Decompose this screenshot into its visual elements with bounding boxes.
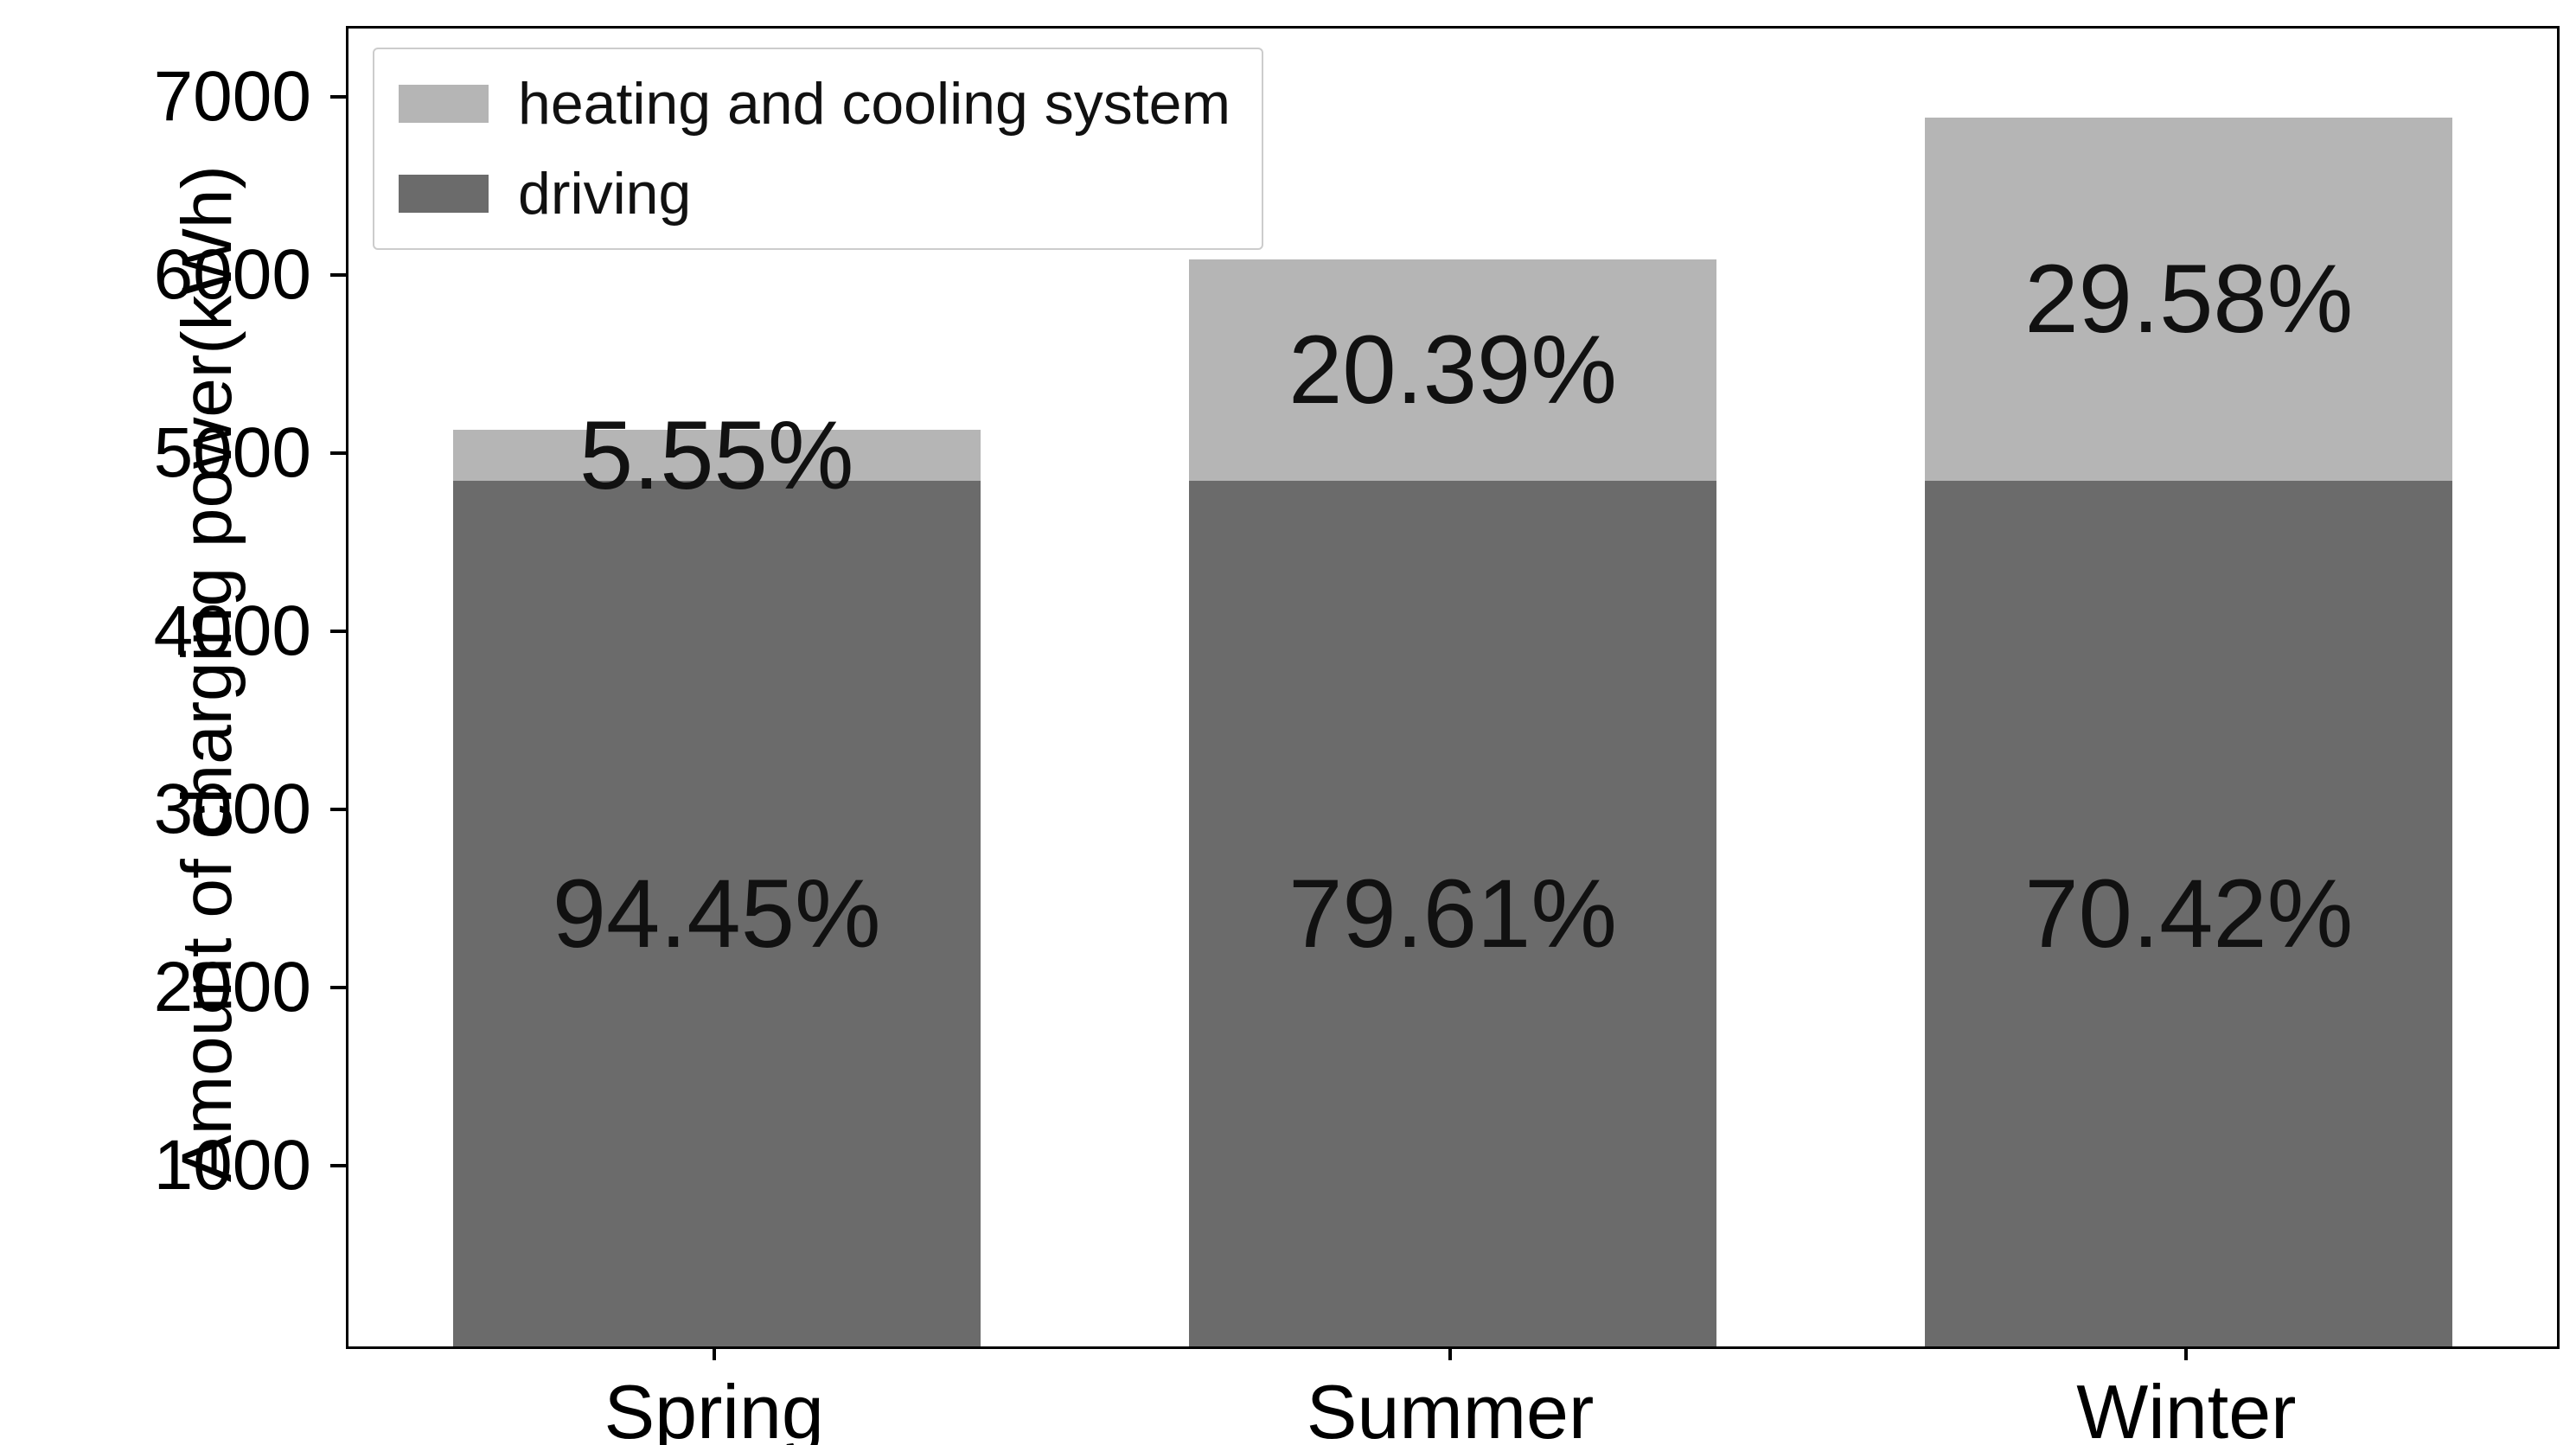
y-tick-mark bbox=[330, 451, 346, 456]
y-tick-mark bbox=[330, 273, 346, 278]
legend-swatch-driving bbox=[399, 175, 489, 213]
y-axis-label: Amount of charging power(kWh) bbox=[168, 165, 246, 1182]
y-tick-mark bbox=[330, 630, 346, 634]
y-tick-label: 2000 bbox=[153, 948, 311, 1027]
x-tick-label-summer: Summer bbox=[1306, 1369, 1595, 1445]
x-tick-label-spring: Spring bbox=[604, 1369, 824, 1445]
y-tick-label: 3000 bbox=[153, 770, 311, 849]
x-tick-mark bbox=[712, 1346, 716, 1360]
legend-label: driving bbox=[518, 161, 692, 227]
legend-item-driving: driving bbox=[399, 160, 1230, 227]
y-tick-label: 7000 bbox=[153, 57, 311, 137]
legend-item-heating-and-cooling-system: heating and cooling system bbox=[399, 70, 1230, 137]
y-tick-label: 6000 bbox=[153, 235, 311, 315]
legend-swatch-heating-and-cooling-system bbox=[399, 85, 489, 123]
y-tick-label: 5000 bbox=[153, 413, 311, 493]
y-tick-mark bbox=[330, 95, 346, 99]
bar-segment-driving-summer bbox=[1189, 481, 1716, 1346]
y-tick-mark bbox=[330, 1164, 346, 1168]
bar-segment-driving-winter bbox=[1925, 481, 2453, 1346]
bar-segment-heating-and-cooling-system-spring bbox=[452, 430, 981, 482]
legend-label: heating and cooling system bbox=[518, 71, 1231, 137]
bar-segment-heating-and-cooling-system-winter bbox=[1925, 117, 2453, 482]
legend: heating and cooling system driving bbox=[373, 48, 1264, 250]
bar-segment-driving-spring bbox=[452, 481, 981, 1346]
y-tick-label: 1000 bbox=[153, 1126, 311, 1205]
y-tick-label: 4000 bbox=[153, 591, 311, 671]
y-tick-mark bbox=[330, 808, 346, 812]
plot-area: heating and cooling system driving 94.45%… bbox=[346, 26, 2560, 1349]
x-tick-mark bbox=[2184, 1346, 2189, 1360]
x-tick-mark bbox=[1448, 1346, 1452, 1360]
bar-segment-heating-and-cooling-system-summer bbox=[1189, 259, 1716, 482]
x-tick-label-winter: Winter bbox=[2076, 1369, 2297, 1445]
y-tick-mark bbox=[330, 986, 346, 990]
